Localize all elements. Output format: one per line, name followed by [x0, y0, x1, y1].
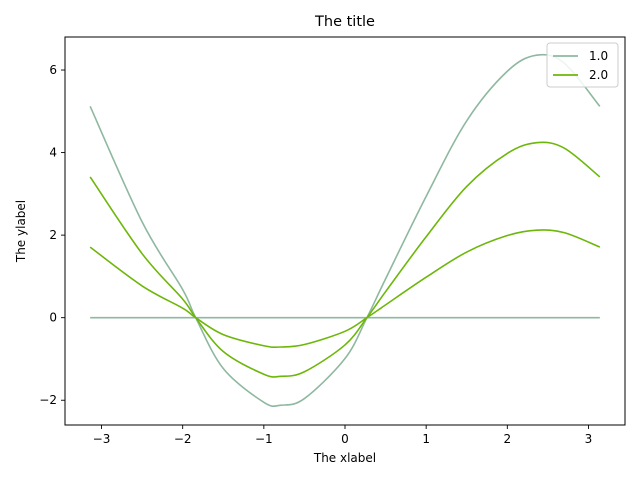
- x-tick-label: 3: [585, 432, 593, 446]
- series-line-2: [89, 141, 601, 378]
- plot-lines: [89, 53, 601, 408]
- legend-box: [546, 42, 619, 88]
- legend-label-2-0: 2.0: [589, 68, 608, 82]
- legend: 1.0 2.0: [546, 42, 619, 88]
- x-tick-label: 1: [422, 432, 430, 446]
- y-axis-label: The ylabel: [14, 200, 28, 263]
- y-axis-ticks: −2 0 2 4 6: [39, 63, 65, 407]
- y-tick-label: 0: [49, 311, 57, 325]
- x-tick-label: 0: [341, 432, 349, 446]
- x-axis-ticks: −3 −2 −1 0 1 2 3: [93, 425, 593, 446]
- legend-label-1-0: 1.0: [589, 49, 608, 63]
- x-tick-label: −2: [174, 432, 192, 446]
- y-tick-label: 2: [49, 228, 57, 242]
- y-tick-label: −2: [39, 393, 57, 407]
- chart-title: The title: [314, 14, 375, 30]
- series-line-0: [89, 53, 601, 408]
- x-tick-label: 2: [503, 432, 511, 446]
- x-axis-label: The xlabel: [313, 451, 376, 465]
- x-tick-label: −3: [93, 432, 111, 446]
- y-tick-label: 6: [49, 63, 57, 77]
- series-line-3: [89, 229, 601, 349]
- axes-frame: [64, 36, 626, 426]
- x-tick-label: −1: [255, 432, 273, 446]
- y-tick-label: 4: [49, 146, 57, 160]
